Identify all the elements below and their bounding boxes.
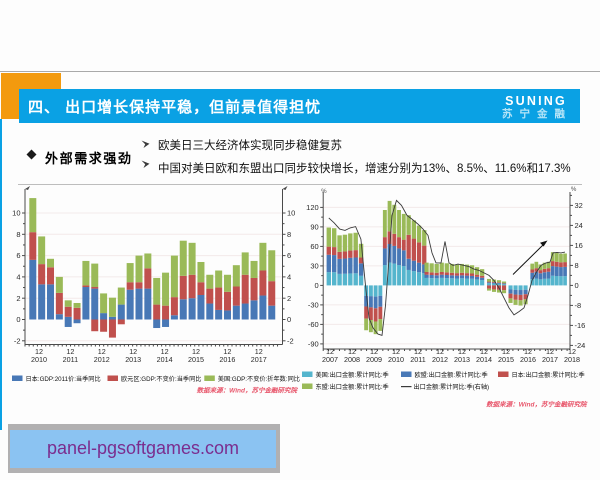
svg-text:12: 12 <box>98 347 106 356</box>
svg-text:2018: 2018 <box>564 355 580 364</box>
svg-text:12: 12 <box>480 347 488 356</box>
svg-text:2012: 2012 <box>432 355 448 364</box>
svg-text:12: 12 <box>436 347 444 356</box>
svg-text:6: 6 <box>16 251 20 260</box>
svg-text:-90: -90 <box>308 340 319 349</box>
svg-text:2: 2 <box>287 294 291 303</box>
svg-text:2010: 2010 <box>31 355 47 364</box>
svg-text:12: 12 <box>129 347 137 356</box>
svg-text:0: 0 <box>16 315 20 324</box>
svg-text:12: 12 <box>546 347 554 356</box>
svg-text:美国:出口金额:累计同比:季: 美国:出口金额:累计同比:季 <box>316 371 389 379</box>
svg-text:2: 2 <box>16 294 20 303</box>
svg-text:-8: -8 <box>575 301 582 310</box>
svg-text:2011: 2011 <box>410 355 425 364</box>
svg-text:2016: 2016 <box>219 355 235 364</box>
svg-text:2010: 2010 <box>388 355 404 364</box>
svg-text:日本:出口金额:累计同比:季: 日本:出口金额:累计同比:季 <box>512 371 585 379</box>
svg-text:8: 8 <box>287 230 291 239</box>
svg-text:0: 0 <box>575 281 579 290</box>
svg-text:6: 6 <box>287 251 291 260</box>
svg-text:16: 16 <box>575 241 583 250</box>
svg-text:30: 30 <box>310 262 318 271</box>
svg-text:12: 12 <box>161 347 169 356</box>
svg-text:0: 0 <box>315 281 319 290</box>
svg-text:24: 24 <box>575 221 583 230</box>
svg-text:2012: 2012 <box>94 355 110 364</box>
svg-text:欧元区:GDP:不变价:当季同比: 欧元区:GDP:不变价:当季同比 <box>121 375 201 383</box>
svg-text:60: 60 <box>310 242 318 251</box>
svg-text:-30: -30 <box>308 301 319 310</box>
svg-text:数据来源：Wind，苏宁金融研究院: 数据来源：Wind，苏宁金融研究院 <box>197 387 299 395</box>
svg-text:欧盟:出口金额:累计同比:季: 欧盟:出口金额:累计同比:季 <box>415 371 488 379</box>
svg-text:2014: 2014 <box>157 355 173 364</box>
svg-text:12: 12 <box>192 347 200 356</box>
svg-text:数据来源：Wind，苏宁金融研究院: 数据来源：Wind，苏宁金融研究院 <box>486 401 588 409</box>
svg-text:4: 4 <box>16 273 20 282</box>
svg-text:12: 12 <box>502 347 510 356</box>
svg-text:-16: -16 <box>575 321 586 330</box>
svg-text:2017: 2017 <box>251 355 267 364</box>
svg-text:10: 10 <box>287 209 295 218</box>
svg-text:12: 12 <box>66 347 74 356</box>
svg-text:出口金额:累计同比:季(右轴): 出口金额:累计同比:季(右轴) <box>414 383 490 391</box>
svg-text:-24: -24 <box>575 341 586 350</box>
svg-text:东盟:出口金额:累计同比:季: 东盟:出口金额:累计同比:季 <box>316 383 389 391</box>
svg-text:2015: 2015 <box>498 355 514 364</box>
svg-text:2016: 2016 <box>520 355 536 364</box>
svg-text:12: 12 <box>255 347 263 356</box>
svg-text:12: 12 <box>568 347 576 356</box>
svg-text:2017: 2017 <box>542 355 558 364</box>
svg-text:8: 8 <box>16 230 20 239</box>
svg-text:12: 12 <box>223 347 231 356</box>
svg-text:2014: 2014 <box>476 355 492 364</box>
svg-text:2015: 2015 <box>188 355 204 364</box>
svg-text:2007: 2007 <box>322 355 338 364</box>
svg-text:90: 90 <box>310 223 318 232</box>
svg-text:12: 12 <box>414 347 422 356</box>
svg-text:8: 8 <box>575 261 579 270</box>
svg-text:2009: 2009 <box>366 355 382 364</box>
svg-text:120: 120 <box>306 203 319 212</box>
svg-text:2013: 2013 <box>125 355 141 364</box>
svg-text:12: 12 <box>392 347 400 356</box>
svg-text:%: % <box>571 187 577 193</box>
svg-text:0: 0 <box>287 315 291 324</box>
svg-text:12: 12 <box>524 347 532 356</box>
svg-text:10: 10 <box>12 209 20 218</box>
svg-text:2013: 2013 <box>454 355 470 364</box>
svg-text:4: 4 <box>287 273 291 282</box>
svg-text:%: % <box>321 189 327 195</box>
svg-text:2008: 2008 <box>344 355 360 364</box>
svg-text:2011: 2011 <box>63 355 78 364</box>
svg-text:12: 12 <box>348 347 356 356</box>
svg-text:12: 12 <box>35 347 43 356</box>
svg-text:12: 12 <box>370 347 378 356</box>
svg-text:-2: -2 <box>287 336 294 345</box>
svg-text:美国:GDP:不变价:折年数:同比: 美国:GDP:不变价:折年数:同比 <box>218 375 300 383</box>
svg-text:32: 32 <box>575 201 583 210</box>
svg-text:-60: -60 <box>308 320 319 329</box>
svg-text:12: 12 <box>326 347 334 356</box>
svg-text:日本:GDP:2011价:当季同比: 日本:GDP:2011价:当季同比 <box>26 375 101 383</box>
svg-text:12: 12 <box>458 347 466 356</box>
svg-text:-2: -2 <box>14 336 21 345</box>
